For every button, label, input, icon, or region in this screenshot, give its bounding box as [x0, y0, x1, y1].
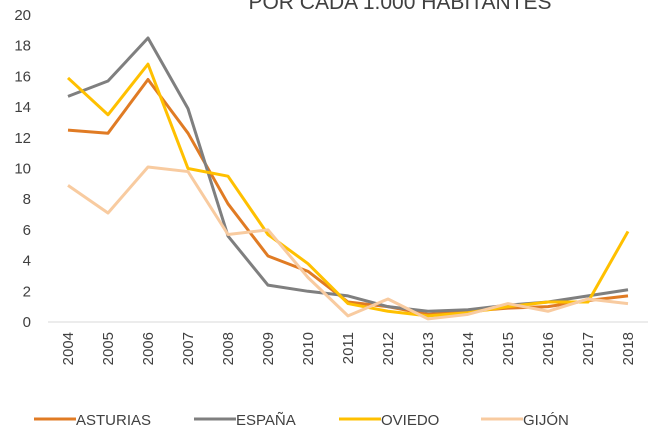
x-tick-label: 2012 [380, 332, 397, 365]
y-tick-label: 20 [14, 7, 31, 24]
legend-label: ASTURIAS [76, 412, 151, 429]
y-tick-label: 0 [23, 314, 31, 331]
y-tick-label: 6 [23, 222, 31, 239]
y-tick-label: 18 [14, 38, 31, 55]
x-tick-label: 2008 [220, 332, 237, 365]
y-tick-label: 12 [14, 130, 31, 147]
x-tick-label: 2013 [420, 332, 437, 365]
legend-label: GIJÓN [523, 412, 569, 429]
y-tick-label: 8 [23, 191, 31, 208]
y-tick-label: 2 [23, 283, 31, 300]
x-tick-label: 2016 [540, 332, 557, 365]
y-tick-label: 16 [14, 68, 31, 85]
chart-title: POR CADA 1.000 HABITANTES [248, 0, 551, 14]
x-tick-label: 2015 [500, 332, 517, 365]
x-tick-label: 2014 [460, 332, 477, 365]
x-tick-label: 2007 [180, 332, 197, 365]
line-series [67, 165, 629, 321]
legend-label: ESPAÑA [236, 412, 296, 429]
x-tick-label: 2010 [300, 332, 317, 365]
x-tick-label: 2017 [580, 332, 597, 365]
x-tick-label: 2005 [100, 332, 117, 365]
y-tick-label: 4 [23, 253, 31, 270]
x-tick-label: 2018 [620, 332, 637, 365]
x-tick-label: 2006 [140, 332, 157, 365]
x-tick-label: 2004 [60, 332, 77, 365]
y-tick-label: 10 [14, 161, 31, 178]
x-tick-label: 2009 [260, 332, 277, 365]
line-series [67, 36, 629, 313]
x-tick-label: 2011 [340, 332, 357, 364]
line-series [66, 62, 630, 318]
legend-label: OVIEDO [381, 412, 439, 429]
y-tick-label: 14 [14, 99, 31, 116]
line-series [67, 77, 629, 316]
